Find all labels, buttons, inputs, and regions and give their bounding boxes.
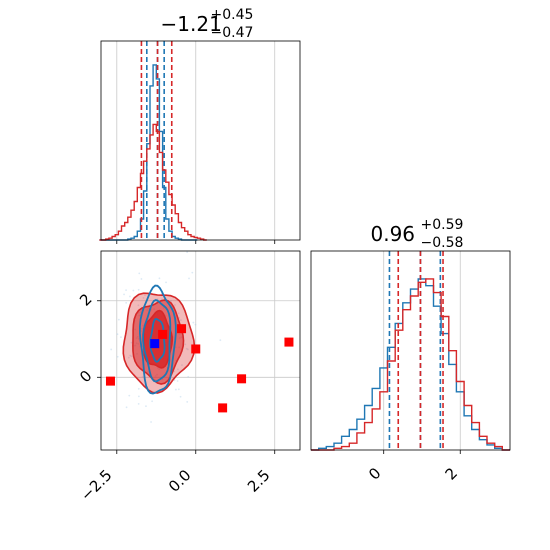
bl-sample-point — [219, 339, 222, 342]
br-title-lower: −0.58 — [421, 235, 464, 251]
bl-sample-point — [177, 388, 180, 391]
bl-sample-point — [173, 379, 176, 382]
bl-sample-point — [144, 294, 146, 297]
top-hist-series-0 — [99, 64, 198, 241]
bl-sample-point — [179, 395, 182, 398]
bl-marker-1 — [158, 329, 168, 339]
bl-sample-point — [145, 405, 147, 408]
bl-sample-point — [186, 348, 189, 351]
bl-sample-point — [150, 421, 152, 423]
bl-blue-contour-1 — [142, 299, 172, 383]
bl-marker-3 — [191, 344, 201, 354]
bl-sample-point — [110, 348, 113, 351]
bl-marker-0 — [105, 376, 115, 386]
top-hist-series-1 — [99, 123, 207, 241]
bl-sample-point — [127, 356, 130, 359]
top-title-upper: +0.45 — [211, 7, 254, 23]
bl-x-tick-label-2: 2.5 — [244, 466, 274, 496]
bl-sample-point — [132, 289, 135, 292]
bl-sample-point — [129, 295, 131, 298]
bl-sample-point — [125, 301, 128, 304]
bl-marker-2 — [177, 324, 187, 334]
bl-sample-point — [174, 388, 177, 391]
bl-sample-point — [187, 375, 190, 378]
bottom-left-contour-panel: −2.5 0.0 2.5 0 2 — [76, 250, 301, 505]
bl-sample-point — [130, 355, 133, 358]
bl-sample-point — [176, 368, 179, 371]
bl-sample-point — [129, 354, 132, 357]
bl-sample-point — [123, 293, 125, 296]
br-title: 0.96 — [371, 222, 416, 246]
bl-sample-point — [158, 277, 161, 280]
bl-marker-6 — [284, 337, 294, 347]
bl-sample-point — [186, 401, 189, 403]
bl-blue-contour-2 — [139, 284, 177, 395]
bl-sample-point — [186, 251, 189, 254]
bl-sample-point — [142, 297, 145, 299]
bl-sample-point — [128, 394, 131, 397]
bl-sample-point — [170, 299, 173, 302]
bl-sample-point — [191, 271, 194, 274]
bl-sample-point — [125, 289, 127, 292]
bl-sample-point — [130, 341, 133, 344]
bl-sample-point — [137, 288, 140, 291]
bl-x-tick-label-1: 0.0 — [165, 466, 195, 496]
bl-sample-point — [120, 336, 122, 339]
br-x-tick-label-0: 0 — [365, 464, 384, 483]
bl-marker-5 — [218, 403, 228, 413]
bl-frame — [100, 250, 301, 451]
bl-sample-point — [151, 474, 153, 476]
bl-sample-point — [192, 321, 195, 324]
bl-sample-point — [194, 323, 197, 326]
top-left-histogram-panel: −1.21+0.45 −0.47 — [99, 7, 301, 244]
bl-sample-point — [177, 312, 180, 315]
bl-y-tick-label-1: 2 — [76, 290, 95, 309]
bl-sample-point — [151, 400, 154, 403]
bl-inner — [77, 251, 294, 476]
bl-sample-point — [117, 318, 120, 321]
bl-x-tick-label-0: −2.5 — [77, 466, 115, 504]
bl-sample-point — [116, 333, 119, 336]
bl-y-tick-label-0: 0 — [76, 367, 95, 386]
bl-marker-7 — [150, 339, 160, 349]
bl-sample-point — [77, 301, 79, 303]
bl-sample-point — [141, 376, 144, 378]
bl-sample-point — [184, 343, 187, 346]
br-frame — [310, 250, 511, 451]
bl-sample-point — [165, 281, 167, 284]
bl-sample-point — [137, 395, 140, 398]
bl-sample-point — [137, 304, 140, 307]
bl-sample-point — [181, 364, 183, 366]
bl-sample-point — [185, 347, 188, 350]
br-hist-series-1 — [311, 278, 510, 451]
bl-sample-point — [176, 380, 179, 382]
bl-sample-point — [137, 402, 140, 405]
bottom-right-histogram-panel: 0 2 0.96 +0.59 −0.58 — [310, 217, 511, 484]
bl-sample-point — [125, 406, 128, 409]
bl-sample-point — [140, 278, 143, 280]
bl-sample-point — [174, 304, 176, 306]
bl-sample-point — [188, 277, 190, 280]
top-title-lower: −0.47 — [211, 25, 254, 41]
top-frame — [100, 40, 301, 241]
bl-sample-point — [137, 387, 140, 390]
bl-sample-point — [138, 272, 141, 275]
bl-marker-4 — [237, 374, 247, 384]
top-title: −1.21 — [161, 12, 222, 36]
bl-sample-point — [180, 319, 182, 321]
br-title-upper: +0.59 — [421, 217, 464, 233]
bl-sample-point — [116, 355, 119, 358]
br-x-tick-label-1: 2 — [442, 464, 461, 483]
